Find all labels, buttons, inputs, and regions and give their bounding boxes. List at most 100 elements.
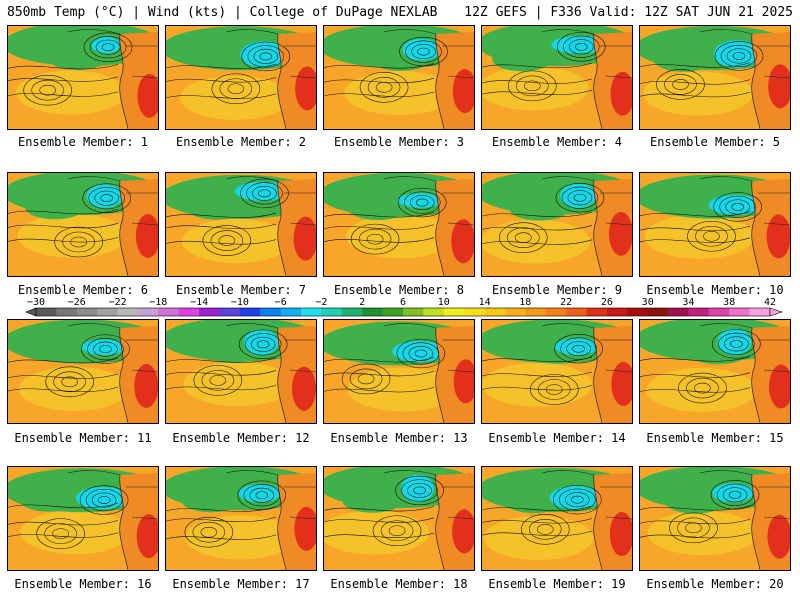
colorbar-swatch <box>382 308 404 316</box>
colorbar-swatch <box>321 308 343 316</box>
colorbar-tick-label: 30 <box>642 297 654 308</box>
colorbar-swatch <box>219 308 241 316</box>
colorbar-swatch <box>76 308 98 316</box>
model-run-info: 12Z GEFS | F336 Valid: 12Z SAT JUN 21 20… <box>464 5 793 20</box>
ensemble-member-caption: Ensemble Member: 1 <box>17 135 149 149</box>
colorbar-swatch <box>647 308 669 316</box>
ensemble-member-caption: Ensemble Member: 20 <box>646 577 784 591</box>
temperature-map <box>482 320 632 423</box>
colorbar-swatch <box>280 308 302 316</box>
colorbar-swatch <box>199 308 220 316</box>
colorbar-swatch <box>484 308 506 316</box>
colorbar-swatch <box>239 308 261 316</box>
temperature-map <box>640 467 790 570</box>
ensemble-member-caption: Ensemble Member: 16 <box>14 577 152 591</box>
ensemble-member-map <box>7 466 159 571</box>
colorbar-tick-label: 42 <box>764 297 776 308</box>
colorbar-tick-label: −14 <box>190 297 208 308</box>
colorbar-tick-label: −30 <box>27 297 45 308</box>
colorbar-swatch <box>423 308 445 316</box>
ensemble-member-map <box>639 319 791 424</box>
ensemble-member-map <box>165 25 317 130</box>
colorbar-tick-label: −10 <box>231 297 249 308</box>
colorbar-swatch <box>36 308 57 316</box>
colorbar-tick-label: 18 <box>519 297 531 308</box>
colorbar-swatch <box>443 308 465 316</box>
colorbar-swatch <box>117 308 139 316</box>
ensemble-member-caption: Ensemble Member: 19 <box>488 577 626 591</box>
colorbar-tick-label: −26 <box>68 297 86 308</box>
ensemble-member-caption: Ensemble Member: 6 <box>17 283 149 297</box>
temperature-map <box>8 26 158 129</box>
ensemble-member-caption: Ensemble Member: 12 <box>172 431 310 445</box>
ensemble-member-map <box>323 319 475 424</box>
temperature-map <box>324 26 474 129</box>
temperature-map <box>640 26 790 129</box>
temperature-map <box>8 320 158 423</box>
colorbar-swatch <box>708 308 730 316</box>
colorbar-swatch <box>504 308 526 316</box>
ensemble-member-caption: Ensemble Member: 3 <box>333 135 465 149</box>
colorbar-tick-label: 38 <box>723 297 735 308</box>
colorbar-swatch <box>668 308 689 316</box>
temperature-map <box>166 467 316 570</box>
colorbar-tick-label: −22 <box>109 297 127 308</box>
colorbar-tick-label: 6 <box>400 297 406 308</box>
ensemble-member-map <box>481 25 633 130</box>
colorbar-swatch <box>586 308 608 316</box>
ensemble-member-caption: Ensemble Member: 2 <box>175 135 307 149</box>
ensemble-member-map <box>481 172 633 277</box>
ensemble-member-map <box>323 172 475 277</box>
ensemble-member-map <box>165 466 317 571</box>
ensemble-member-map <box>639 25 791 130</box>
ensemble-member-caption: Ensemble Member: 8 <box>333 283 465 297</box>
colorbar-swatch <box>341 308 363 316</box>
ensemble-member-caption: Ensemble Member: 17 <box>172 577 310 591</box>
colorbar-swatch <box>301 308 322 316</box>
colorbar-tick-label: −18 <box>149 297 167 308</box>
temperature-map <box>482 173 632 276</box>
colorbar-swatch <box>688 308 710 316</box>
temperature-map <box>482 26 632 129</box>
colorbar-tick-label: 26 <box>601 297 613 308</box>
ensemble-member-caption: Ensemble Member: 11 <box>14 431 152 445</box>
temperature-colorbar: −30 −26 −22 −18 −14 −10 −6 −2 2 6 10 14 18 22 26 30 34 38… <box>25 297 783 317</box>
colorbar-tick-label: 14 <box>479 297 491 308</box>
temperature-map <box>640 320 790 423</box>
colorbar-swatch <box>749 308 771 316</box>
ensemble-member-map <box>165 319 317 424</box>
colorbar-tick-label: 22 <box>560 297 572 308</box>
temperature-map <box>166 320 316 423</box>
colorbar-tick-label: 2 <box>359 297 365 308</box>
colorbar-swatch <box>545 308 567 316</box>
ensemble-member-caption: Ensemble Member: 7 <box>175 283 307 297</box>
colorbar-swatch <box>97 308 118 316</box>
colorbar-tick-label: 10 <box>438 297 450 308</box>
temperature-map <box>166 173 316 276</box>
temperature-map <box>640 173 790 276</box>
ensemble-member-caption: Ensemble Member: 5 <box>649 135 781 149</box>
colorbar-right-arrow <box>769 307 783 317</box>
ensemble-member-caption: Ensemble Member: 14 <box>488 431 626 445</box>
temperature-map <box>8 173 158 276</box>
ensemble-member-caption: Ensemble Member: 9 <box>491 283 623 297</box>
ensemble-member-map <box>323 25 475 130</box>
ensemble-member-map <box>165 172 317 277</box>
ensemble-member-map <box>7 319 159 424</box>
colorbar-swatch <box>627 308 648 316</box>
ensemble-member-caption: Ensemble Member: 4 <box>491 135 623 149</box>
colorbar-swatch <box>362 308 383 316</box>
colorbar-swatch <box>137 308 159 316</box>
colorbar-swatch <box>178 308 200 316</box>
ensemble-member-caption: Ensemble Member: 18 <box>330 577 468 591</box>
colorbar-swatch <box>606 308 628 316</box>
colorbar-left-arrow <box>25 307 37 317</box>
colorbar-swatch <box>403 308 424 316</box>
colorbar-swatch <box>566 308 587 316</box>
ensemble-member-map <box>481 319 633 424</box>
colorbar-tick-label: −6 <box>275 297 287 308</box>
temperature-map <box>166 26 316 129</box>
colorbar-swatch <box>525 308 547 316</box>
colorbar-swatch <box>56 308 78 316</box>
ensemble-member-map <box>639 466 791 571</box>
